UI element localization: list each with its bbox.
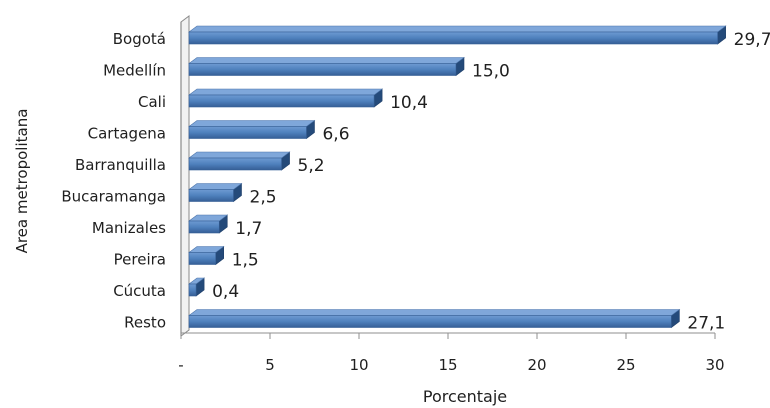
bar-top-1 (188, 57, 465, 64)
bar-1 (188, 63, 457, 76)
data-label-4: 5,2 (298, 156, 325, 176)
data-label-3: 6,6 (322, 125, 349, 145)
x-tick-label-4: 20 (527, 356, 546, 374)
bar-3 (188, 126, 307, 139)
back-wall (180, 15, 190, 337)
x-tick-label-1: 5 (265, 356, 275, 374)
bar-4 (188, 157, 282, 171)
bar-6 (188, 220, 220, 234)
category-label-1: Medellín (103, 62, 166, 80)
x-tick-label-3: 15 (438, 356, 457, 374)
bar-top-2 (188, 88, 384, 96)
x-tick-label-6: 30 (705, 356, 724, 374)
data-label-1: 15,0 (472, 62, 510, 82)
data-label-5: 2,5 (250, 188, 277, 208)
bar-8 (188, 283, 197, 297)
category-label-0: Bogotá (113, 30, 166, 48)
x-tick-label-0: - (178, 356, 183, 374)
data-label-2: 10,4 (390, 93, 428, 113)
category-label-7: Pereira (114, 251, 166, 269)
data-label-6: 1,7 (235, 219, 262, 239)
bar-9 (188, 315, 672, 328)
bar-top-3 (188, 120, 316, 127)
category-label-8: Cúcuta (113, 282, 166, 300)
plot-area: Bogotá 29,7 Medellín 15,0 Cali 10,4 Cartagena 6… (61, 15, 770, 374)
data-label-7: 1,5 (232, 251, 259, 271)
bar-5 (188, 189, 234, 202)
bar-top-5 (188, 183, 243, 190)
bar-7 (188, 252, 217, 265)
category-label-9: Resto (124, 314, 166, 332)
bar-top-4 (188, 151, 291, 159)
bar-top-0 (188, 25, 727, 33)
x-tick-label-5: 25 (616, 356, 635, 374)
category-label-2: Cali (138, 93, 166, 111)
category-label-3: Cartagena (88, 125, 166, 143)
bar-top-9 (188, 309, 681, 316)
x-tick-label-2: 10 (349, 356, 368, 374)
y-axis-title: Area metropolitana (13, 109, 31, 254)
data-label-8: 0,4 (212, 282, 239, 302)
bar-2 (188, 94, 375, 108)
category-label-4: Barranquilla (75, 156, 166, 174)
category-label-5: Bucaramanga (61, 188, 166, 206)
x-axis-title: Porcentaje (423, 387, 507, 406)
bar-0 (188, 31, 718, 45)
category-label-6: Manizales (92, 219, 166, 237)
data-label-9: 27,1 (687, 314, 725, 334)
data-label-0: 29,7 (734, 30, 770, 50)
